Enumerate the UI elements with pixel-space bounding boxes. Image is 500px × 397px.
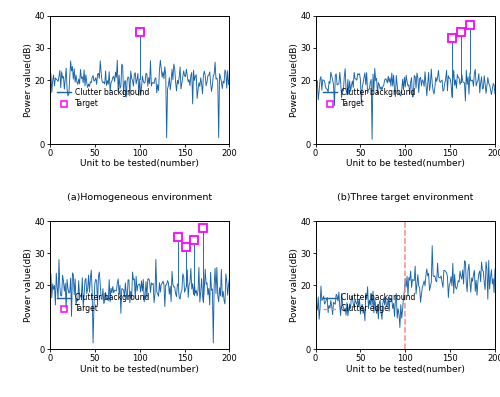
X-axis label: Unit to be tested(number): Unit to be tested(number): [346, 364, 465, 374]
Legend: Clutter background, Target: Clutter background, Target: [58, 88, 150, 108]
Y-axis label: Power value(dB): Power value(dB): [24, 248, 33, 322]
Legend: Clutter background, Target: Clutter background, Target: [58, 293, 150, 314]
Y-axis label: Power value(dB): Power value(dB): [290, 248, 298, 322]
Text: (a)Homogeneous environment: (a)Homogeneous environment: [67, 193, 212, 202]
Legend: Clutter background, Target: Clutter background, Target: [323, 88, 415, 108]
Legend: Clutter background, Clutter edge: Clutter background, Clutter edge: [323, 293, 415, 314]
X-axis label: Unit to be tested(number): Unit to be tested(number): [80, 364, 199, 374]
Y-axis label: Power value(dB): Power value(dB): [290, 43, 298, 117]
Y-axis label: Power value(dB): Power value(dB): [24, 43, 33, 117]
X-axis label: Unit to be tested(number): Unit to be tested(number): [80, 159, 199, 168]
Text: (b)Three target environment: (b)Three target environment: [337, 193, 473, 202]
X-axis label: Unit to be tested(number): Unit to be tested(number): [346, 159, 465, 168]
